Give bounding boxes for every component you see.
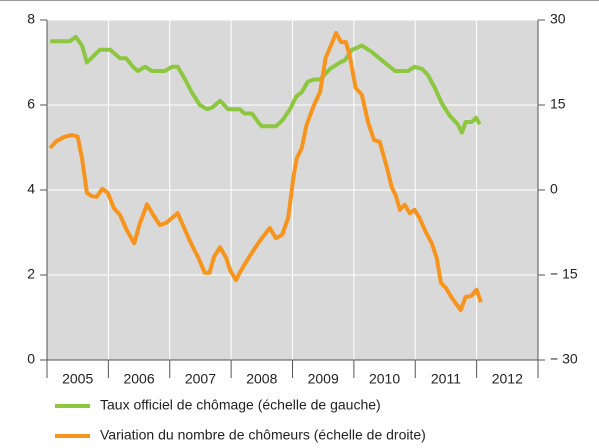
x-tick-label: 2006 bbox=[123, 371, 154, 387]
y2-tick-label: 30 bbox=[550, 11, 566, 27]
x-tick-label: 2010 bbox=[369, 371, 400, 387]
y2-tick-label: 15 bbox=[550, 96, 566, 112]
x-tick-label: 2009 bbox=[308, 371, 339, 387]
y-tick-label: 6 bbox=[27, 96, 35, 112]
legend-label: Variation du nombre de chômeurs (échelle… bbox=[100, 427, 426, 443]
y-tick-label: 2 bbox=[27, 266, 35, 282]
y-tick-label: 8 bbox=[27, 11, 35, 27]
y-tick-label: 4 bbox=[27, 181, 35, 197]
x-tick-label: 2012 bbox=[492, 371, 523, 387]
x-tick-label: 2007 bbox=[185, 371, 216, 387]
x-tick-label: 2008 bbox=[246, 371, 277, 387]
data-line bbox=[48, 31, 483, 313]
y-tick-label: 0 bbox=[27, 351, 35, 367]
x-tick-label: 2005 bbox=[62, 371, 93, 387]
y2-tick-label: − 30 bbox=[550, 351, 578, 367]
legend-label: Taux officiel de chômage (échelle de gau… bbox=[100, 397, 381, 413]
x-tick-label: 2011 bbox=[431, 371, 461, 387]
y2-tick-label: 0 bbox=[550, 181, 558, 197]
y2-tick-label: − 15 bbox=[550, 266, 578, 282]
data-line bbox=[50, 35, 482, 135]
